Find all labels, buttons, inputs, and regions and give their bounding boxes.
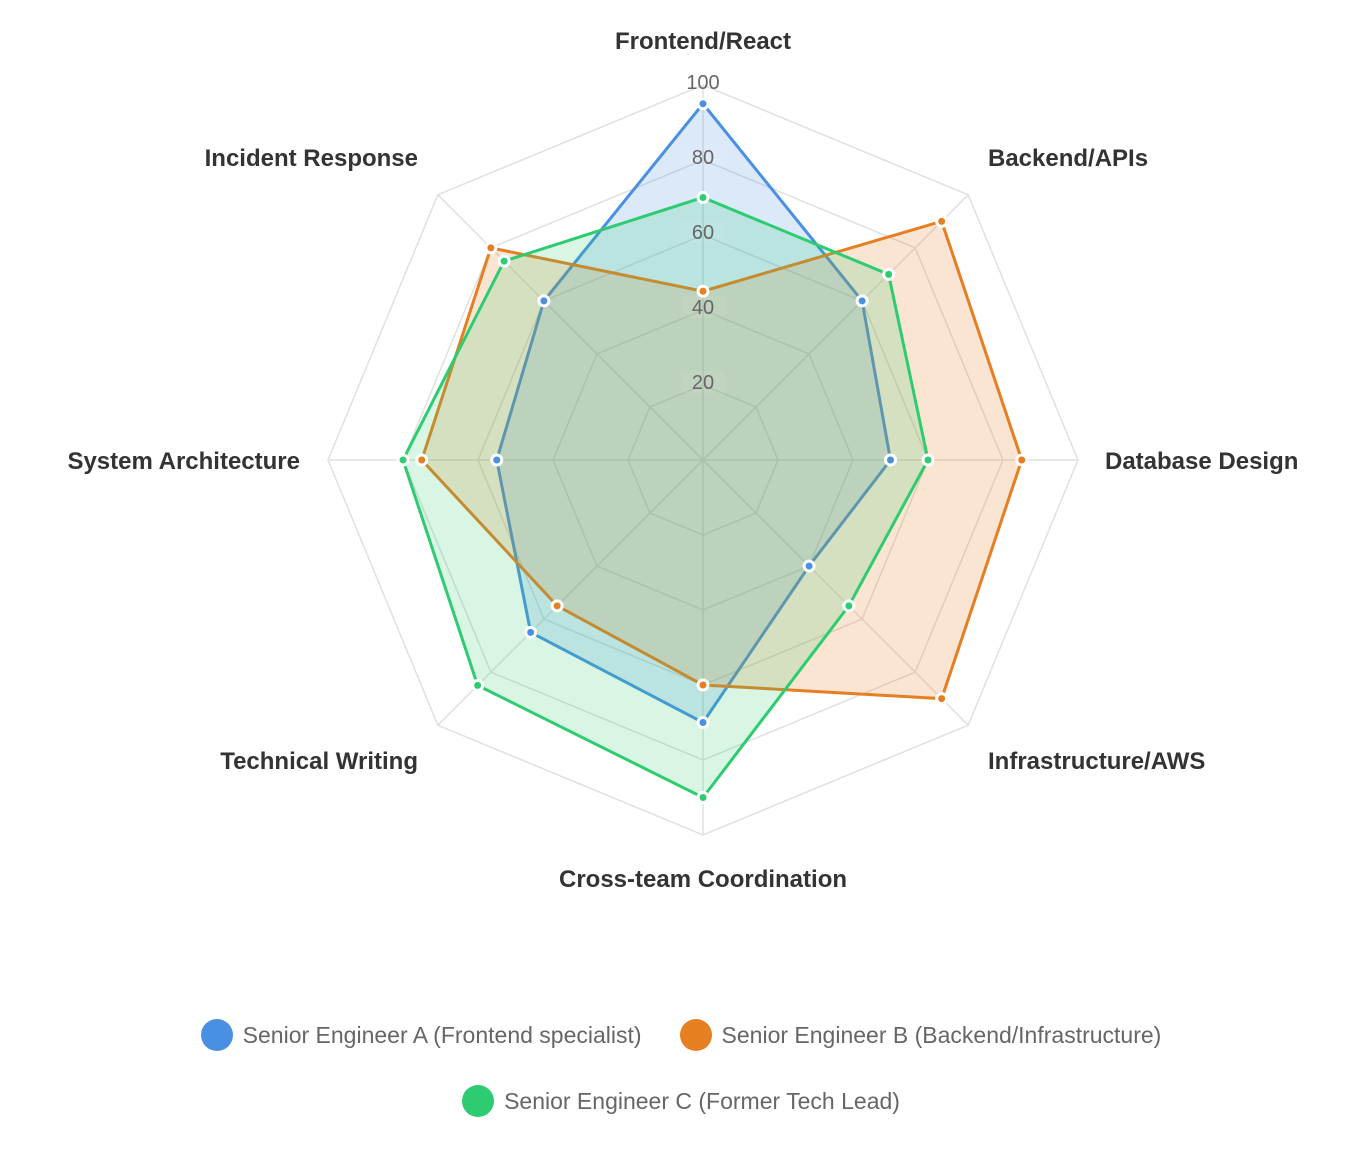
legend-dot-icon <box>200 1019 233 1051</box>
tick-label: 20 <box>692 372 714 394</box>
legend-item-engineer-b[interactable]: Senior Engineer B (Backend/Infrastructur… <box>679 1019 1162 1051</box>
axis-label-cross-team: Cross-team Coordination <box>559 866 847 893</box>
data-point[interactable] <box>415 453 429 467</box>
axis-label-database: Database Design <box>1105 448 1298 475</box>
data-point[interactable] <box>550 599 564 613</box>
data-point[interactable] <box>537 294 551 308</box>
data-point[interactable] <box>802 559 816 573</box>
radar-grid <box>327 84 1079 836</box>
tick-backdrop <box>681 371 725 393</box>
data-point[interactable] <box>471 678 485 692</box>
axis-labels: Frontend/React Backend/APIs Database Des… <box>67 28 1298 893</box>
legend-label: Senior Engineer A (Frontend specialist) <box>242 1021 642 1048</box>
axis-label-infrastructure: Infrastructure/AWS <box>988 748 1205 775</box>
data-point[interactable] <box>935 692 949 706</box>
tick-backdrop <box>681 146 725 168</box>
legend-row-2: Senior Engineer C (Former Tech Lead) <box>0 1085 1362 1117</box>
tick-backdrop <box>681 221 725 243</box>
data-point[interactable] <box>921 453 935 467</box>
data-point[interactable] <box>490 453 504 467</box>
data-point[interactable] <box>484 241 498 255</box>
legend-label: Senior Engineer B (Backend/Infrastructur… <box>721 1021 1162 1048</box>
legend-label: Senior Engineer C (Former Tech Lead) <box>504 1087 900 1114</box>
axis-label-system-architecture: System Architecture <box>67 448 300 475</box>
axis-label-frontend: Frontend/React <box>615 28 791 55</box>
data-point[interactable] <box>855 294 869 308</box>
data-point[interactable] <box>696 97 710 111</box>
legend-dot-icon <box>679 1019 712 1051</box>
axis-label-backend: Backend/APIs <box>988 145 1148 172</box>
radar-series <box>401 101 1024 800</box>
tick-backdrop <box>681 296 725 318</box>
data-point[interactable] <box>696 716 710 729</box>
data-point[interactable] <box>1015 453 1029 467</box>
data-point[interactable] <box>524 625 538 639</box>
radial-tick-labels: 20 40 60 80 100 <box>681 71 725 394</box>
radar-points <box>396 97 1029 804</box>
grid-spoke <box>702 459 969 726</box>
grid-spoke <box>702 194 969 461</box>
data-point[interactable] <box>497 254 511 268</box>
data-point[interactable] <box>696 284 710 298</box>
data-point[interactable] <box>696 191 710 204</box>
data-point[interactable] <box>696 678 710 692</box>
tick-label: 100 <box>686 72 719 94</box>
data-point[interactable] <box>935 214 949 228</box>
legend-item-engineer-c[interactable]: Senior Engineer C (Former Tech Lead) <box>462 1085 900 1117</box>
data-point[interactable] <box>842 599 856 613</box>
grid-spoke <box>437 194 704 461</box>
tick-label: 60 <box>692 222 714 244</box>
data-point[interactable] <box>884 453 897 467</box>
data-point[interactable] <box>396 453 410 467</box>
tick-label: 40 <box>692 297 714 319</box>
tick-label: 80 <box>692 147 714 169</box>
legend-dot-icon <box>462 1085 495 1117</box>
axis-label-incident-response: Incident Response <box>205 145 418 172</box>
data-point[interactable] <box>882 267 896 281</box>
legend-item-engineer-a[interactable]: Senior Engineer A (Frontend specialist) <box>200 1019 642 1051</box>
tick-backdrop <box>681 71 725 93</box>
data-point[interactable] <box>696 791 710 804</box>
axis-label-technical-writing: Technical Writing <box>220 748 418 775</box>
legend-row-1: Senior Engineer A (Frontend specialist) … <box>0 1019 1362 1051</box>
